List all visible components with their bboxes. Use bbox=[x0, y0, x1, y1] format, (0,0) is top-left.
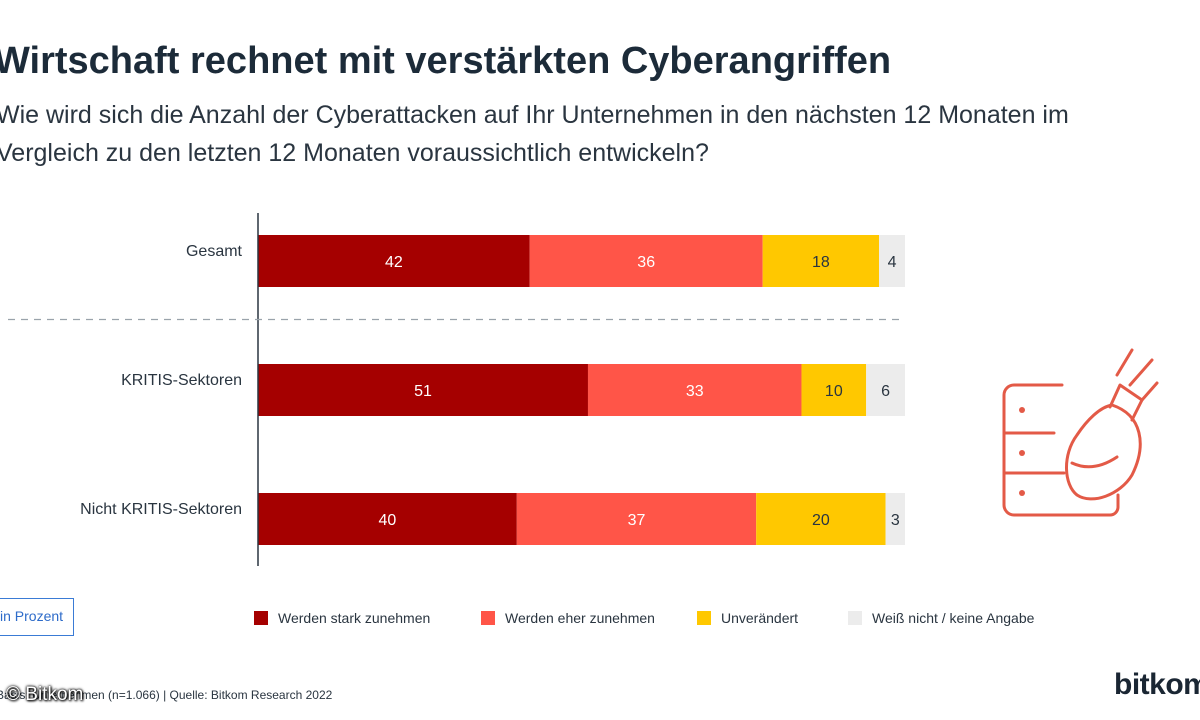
bitkom-logo: bitkom bbox=[1114, 668, 1200, 701]
bar-segment bbox=[756, 493, 886, 545]
bar-segment bbox=[258, 493, 517, 545]
bar-segment bbox=[516, 493, 757, 545]
legend-item-eher: Werden eher zunehmen bbox=[481, 610, 655, 626]
legend-swatch bbox=[848, 611, 862, 625]
legend-label: Weiß nicht / keine Angabe bbox=[872, 610, 1035, 626]
source-footer: Basis: Unternehmen (n=1.066) | Quelle: B… bbox=[0, 688, 333, 702]
legend-item-weiss-nicht: Weiß nicht / keine Angabe bbox=[848, 610, 1034, 626]
copyright-watermark: © Bitkom bbox=[6, 684, 84, 705]
server-bomb-icon bbox=[1002, 348, 1159, 517]
bar-segment bbox=[762, 235, 880, 287]
legend-item-stark: Werden stark zunehmen bbox=[254, 610, 430, 626]
bar-segment bbox=[529, 235, 763, 287]
bar-segment bbox=[866, 364, 905, 416]
data-label: 36 bbox=[637, 254, 655, 271]
data-label: 51 bbox=[414, 383, 432, 400]
data-label: 37 bbox=[628, 512, 646, 529]
legend-label: Werden eher zunehmen bbox=[505, 610, 655, 626]
data-label: 6 bbox=[881, 383, 890, 400]
category-label: Gesamt bbox=[186, 243, 243, 260]
data-label: 40 bbox=[379, 512, 397, 529]
legend-swatch bbox=[254, 611, 268, 625]
legend-swatch bbox=[697, 611, 711, 625]
data-label: 4 bbox=[888, 254, 897, 271]
bar-segment bbox=[587, 364, 802, 416]
data-label: 20 bbox=[812, 512, 830, 529]
data-label: 18 bbox=[812, 254, 830, 271]
legend-swatch bbox=[481, 611, 495, 625]
data-label: 33 bbox=[686, 383, 704, 400]
legend-item-unveraendert: Unverändert bbox=[697, 610, 798, 626]
legend-label: Unverändert bbox=[721, 610, 799, 626]
bar-segment bbox=[258, 235, 530, 287]
bar-segment bbox=[885, 493, 905, 545]
chart-title: Wirtschaft rechnet mit verstärkten Cyber… bbox=[0, 40, 892, 82]
unit-label: in Prozent bbox=[0, 598, 74, 636]
category-label: Nicht KRITIS-Sektoren bbox=[80, 501, 242, 518]
data-label: 42 bbox=[385, 254, 403, 271]
legend-label: Werden stark zunehmen bbox=[278, 610, 431, 626]
bar-segment bbox=[801, 364, 867, 416]
chart-subtitle: Wie wird sich die Anzahl der Cyberattack… bbox=[0, 101, 1069, 167]
data-label: 10 bbox=[825, 383, 843, 400]
bar-segment bbox=[258, 364, 588, 416]
data-label: 3 bbox=[891, 512, 900, 529]
category-label: KRITIS-Sektoren bbox=[121, 372, 242, 389]
bar-segment bbox=[879, 235, 905, 287]
